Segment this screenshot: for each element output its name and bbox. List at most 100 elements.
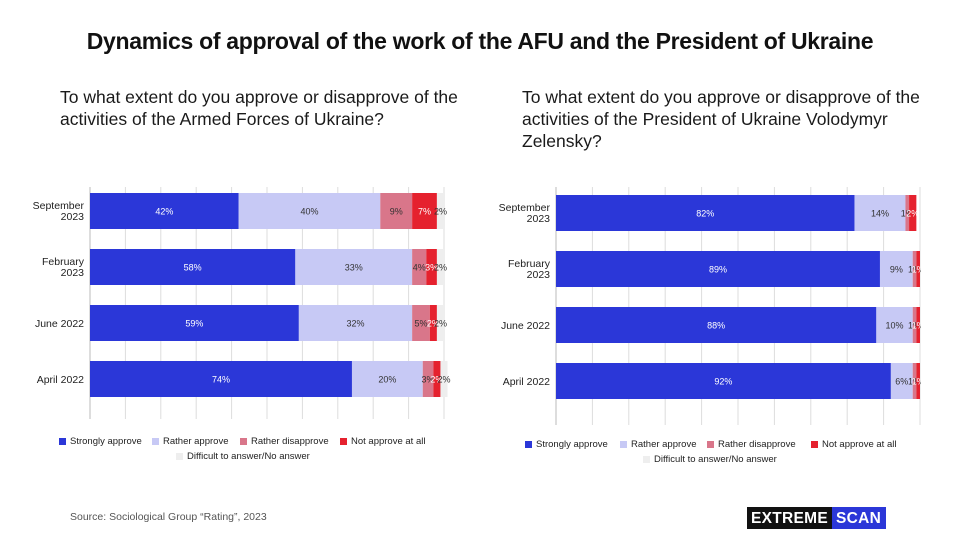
bar-segment — [90, 305, 299, 341]
data-label: 32% — [346, 319, 364, 329]
data-label: 82% — [696, 209, 714, 219]
legend-label: Rather approve — [631, 439, 696, 450]
data-label: 92% — [714, 377, 732, 387]
bar-segment — [556, 307, 877, 343]
data-label: 40% — [300, 207, 318, 217]
bar-segment — [90, 193, 239, 229]
bar-segment — [909, 195, 917, 231]
president-approval-chart: September 2023 82% 14% 1%2%February 2023 89% 9%… — [499, 187, 925, 465]
data-label: 2% — [427, 319, 440, 329]
data-label: 89% — [709, 265, 727, 275]
page-title: Dynamics of approval of the work of the … — [86, 28, 874, 54]
brand-logo-part1: EXTREME — [747, 507, 833, 529]
data-label: 88% — [707, 321, 725, 331]
data-label: 1% — [912, 377, 925, 387]
bar-segment — [556, 363, 891, 399]
bar-segment — [433, 361, 441, 397]
bar-segment — [556, 251, 880, 287]
legend-label: Not approve at all — [822, 439, 896, 450]
bar-segment — [890, 363, 913, 399]
legend-label: Not approve at all — [351, 436, 425, 447]
data-label: 5% — [414, 319, 427, 329]
category-label: September 2023 — [33, 200, 85, 223]
data-label: 9% — [890, 265, 903, 275]
legend-swatch — [811, 441, 818, 448]
bar-segment — [876, 307, 913, 343]
data-label: 2% — [437, 375, 450, 385]
bar-segment — [436, 249, 444, 285]
bar-segment — [298, 305, 413, 341]
category-label: February 2023 — [508, 258, 551, 281]
legend-swatch — [620, 441, 627, 448]
left-chart-title: To what extent do you approve or disappr… — [60, 87, 458, 129]
data-label: 33% — [345, 263, 363, 273]
bar-segment — [440, 361, 448, 397]
data-label: 3% — [422, 375, 435, 385]
bar-segment — [916, 251, 920, 287]
data-label: 2% — [434, 319, 447, 329]
category-label: September 2023 — [499, 202, 551, 225]
bar-segment — [429, 305, 437, 341]
data-label: 1% — [908, 265, 921, 275]
bar-segment — [905, 195, 910, 231]
data-label: 3% — [425, 263, 438, 273]
bar-segment — [912, 251, 917, 287]
bar-segment — [412, 193, 437, 229]
bar-segment — [916, 363, 920, 399]
legend-label: Rather approve — [163, 436, 228, 447]
right-chart-title: To what extent do you approve or disappr… — [522, 87, 920, 151]
bar-segment — [295, 249, 413, 285]
data-label: 42% — [155, 207, 173, 217]
bar-segment — [912, 363, 917, 399]
bar-segment — [238, 193, 381, 229]
data-label: 10% — [886, 321, 904, 331]
legend-swatch — [340, 438, 347, 445]
bar-segment — [351, 361, 423, 397]
legend-swatch — [240, 438, 247, 445]
source-note: Source: Sociological Group “Rating”, 202… — [70, 511, 267, 523]
legend-swatch — [152, 438, 159, 445]
data-label: 59% — [185, 319, 203, 329]
bar-segment — [426, 249, 437, 285]
bar-segment — [854, 195, 906, 231]
bar-segment — [380, 193, 413, 229]
category-label: June 2022 — [35, 318, 84, 330]
data-label: 14% — [871, 209, 889, 219]
category-label: February 2023 — [42, 256, 85, 279]
legend-label: Rather disapprove — [251, 436, 329, 447]
bar-segment — [916, 307, 920, 343]
legend-swatch — [707, 441, 714, 448]
legend-label: Difficult to answer/No answer — [187, 451, 310, 462]
legend-swatch — [643, 456, 650, 463]
brand-logo-part2: SCAN — [832, 507, 887, 529]
legend-swatch — [59, 438, 66, 445]
legend-label: Strongly approve — [70, 436, 142, 447]
data-label: 20% — [378, 375, 396, 385]
data-label: 74% — [212, 375, 230, 385]
data-label: 9% — [390, 207, 403, 217]
data-label: 58% — [184, 263, 202, 273]
brand-logo: EXTREME SCAN — [747, 507, 887, 529]
category-label: June 2022 — [501, 320, 550, 332]
data-label: 2% — [430, 375, 443, 385]
category-label: April 2022 — [37, 374, 84, 386]
data-label: 1% — [912, 321, 925, 331]
bar-segment — [556, 195, 855, 231]
data-label: 6% — [895, 377, 908, 387]
bar-segment — [436, 305, 444, 341]
data-label: 4% — [413, 263, 426, 273]
bar-segment — [90, 249, 296, 285]
bar-segment — [912, 307, 917, 343]
bar-segment — [412, 249, 427, 285]
data-label: 2% — [434, 263, 447, 273]
data-label: 1% — [901, 209, 914, 219]
legend-swatch — [176, 453, 183, 460]
data-label: 7% — [418, 207, 431, 217]
data-label: 1% — [912, 265, 925, 275]
legend-swatch — [525, 441, 532, 448]
legend-label: Strongly approve — [536, 439, 608, 450]
category-label: April 2022 — [503, 376, 550, 388]
data-label: 2% — [434, 207, 447, 217]
data-label: 1% — [908, 377, 921, 387]
legend-label: Rather disapprove — [718, 439, 796, 450]
